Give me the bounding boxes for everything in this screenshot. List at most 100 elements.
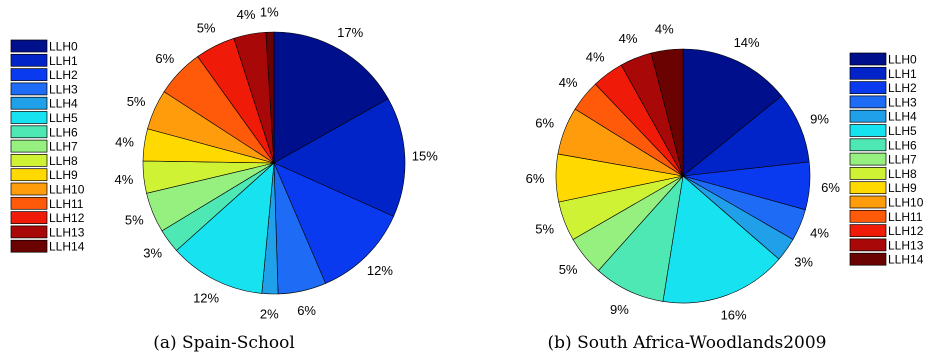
pie-slice-llh1 [273, 98, 406, 217]
legend-swatch-llh8 [849, 167, 887, 180]
legend-label-llh11: LLH11 [888, 210, 923, 224]
legend-swatch-llh8 [10, 154, 48, 167]
legend-label-llh4: LLH4 [888, 110, 917, 124]
legend-b: LLH0LLH1LLH2LLH3LLH4LLH5LLH6LLH7LLH8LLH9… [849, 52, 924, 267]
legend-swatch-llh14 [849, 252, 887, 266]
slice-label-llh2: 6% [821, 180, 840, 195]
legend-swatch-llh3 [849, 95, 887, 109]
pie-slice-llh14 [265, 31, 275, 164]
slice-label-llh3: 6% [297, 303, 316, 318]
pie-slice-llh5 [662, 175, 780, 304]
legend-swatch-llh2 [849, 81, 887, 94]
legend-swatch-llh3 [10, 82, 48, 96]
pie-chart-b: 14% 9% 6% 4% 3% 16% 9% 5% 5% 6% 6% 4% 4% 4% 4% [526, 22, 841, 323]
legend-swatch-llh0 [10, 39, 48, 53]
legend-swatch-llh14 [10, 239, 48, 253]
slice-label-llh3: 4% [810, 226, 829, 241]
legend-swatch-llh1 [10, 53, 48, 67]
legend-label-llh1: LLH1 [49, 54, 78, 68]
legend-swatch-llh5 [849, 124, 887, 137]
slice-label-llh2: 12% [367, 263, 393, 278]
legend-label-llh2: LLH2 [888, 81, 917, 95]
pie-slice-llh0 [682, 48, 782, 177]
legend-label-llh6: LLH6 [49, 125, 78, 139]
pie-slice-llh5 [176, 162, 275, 294]
legend-swatch-llh13 [10, 225, 48, 239]
pie-chart-a: 17% 15% 12% 6% 2% 12% 3% 5% 4% 4% 5% 6% 5% 4% 1% [115, 5, 439, 322]
legend-label-llh4: LLH4 [49, 97, 78, 111]
legend-label-llh1: LLH1 [888, 67, 917, 81]
legend-swatch-llh10 [849, 195, 887, 209]
legend-label-llh9: LLH9 [888, 181, 917, 195]
slice-label-llh6: 9% [610, 302, 629, 317]
legend-label-llh3: LLH3 [888, 95, 917, 109]
legend-swatch-llh12 [849, 224, 887, 237]
legend-label-llh5: LLH5 [888, 124, 917, 138]
legend-label-llh10: LLH10 [888, 196, 924, 210]
legend-label-llh9: LLH9 [49, 168, 78, 182]
pie-slice-llh2 [273, 162, 395, 284]
slice-label-llh12: 5% [197, 21, 216, 36]
legend-swatch-llh11 [10, 196, 48, 210]
legend-a: LLH0LLH1LLH2LLH3LLH4LLH5LLH6LLH7LLH8LLH9… [10, 39, 85, 254]
slice-label-llh13: 4% [237, 7, 256, 22]
panel-south-africa-woodlands: 14%9%6%4%3%16%9%5%5%6%6%4%4%4%4% LLH0LLH… [526, 22, 924, 353]
legend-label-llh8: LLH8 [888, 167, 917, 181]
legend-swatch-llh0 [849, 52, 887, 66]
legend-swatch-llh7 [849, 152, 887, 166]
slice-label-llh7: 5% [125, 213, 144, 228]
legend-swatch-llh9 [10, 168, 48, 182]
legend-label-llh12: LLH12 [888, 224, 924, 238]
legend-swatch-llh7 [10, 139, 48, 153]
legend-label-llh13: LLH13 [49, 225, 85, 239]
legend-swatch-llh1 [849, 66, 887, 80]
legend-label-llh7: LLH7 [49, 140, 78, 154]
legend-label-llh3: LLH3 [49, 82, 78, 96]
legend-label-llh10: LLH10 [49, 183, 85, 197]
legend-swatch-llh6 [849, 138, 887, 152]
legend-label-llh11: LLH11 [49, 197, 84, 211]
slice-label-llh4: 2% [260, 306, 279, 321]
legend-swatch-llh4 [849, 109, 887, 123]
legend-label-llh7: LLH7 [888, 153, 917, 167]
legend-swatch-llh6 [10, 125, 48, 139]
legend-label-llh14: LLH14 [49, 240, 85, 254]
caption-a: (a) Spain-School [153, 333, 295, 353]
legend-label-llh12: LLH12 [49, 211, 85, 225]
slice-label-llh10: 6% [535, 116, 554, 131]
pie-slice-llh14 [650, 48, 684, 177]
slice-label-llh8: 4% [115, 172, 134, 187]
slice-label-llh7: 5% [559, 262, 578, 277]
legend-swatch-llh2 [10, 68, 48, 81]
slice-label-llh6: 3% [143, 245, 162, 260]
legend-label-llh0: LLH0 [49, 40, 78, 54]
slice-label-llh12: 4% [586, 49, 605, 64]
legend-swatch-llh12 [10, 211, 48, 224]
slice-label-llh0: 17% [337, 25, 363, 40]
legend-swatch-llh9 [849, 181, 887, 195]
slice-label-llh5: 16% [721, 308, 747, 323]
legend-label-llh5: LLH5 [49, 111, 78, 125]
slice-label-llh11: 6% [155, 51, 174, 66]
slice-label-llh1: 15% [412, 149, 438, 164]
legend-label-llh6: LLH6 [888, 138, 917, 152]
legend-label-llh8: LLH8 [49, 154, 78, 168]
legend-label-llh14: LLH14 [888, 253, 924, 267]
legend-swatch-llh11 [849, 209, 887, 223]
legend-label-llh13: LLH13 [888, 238, 924, 252]
slice-label-llh11: 4% [559, 75, 578, 90]
slice-label-llh14: 4% [655, 22, 674, 37]
legend-label-llh0: LLH0 [888, 53, 917, 67]
slice-label-llh8: 5% [535, 221, 554, 236]
slice-label-llh10: 5% [127, 94, 146, 109]
slice-label-llh13: 4% [619, 31, 638, 46]
slice-label-llh1: 9% [810, 111, 829, 126]
pie-slice-llh0 [273, 31, 389, 164]
slice-label-llh4: 3% [794, 254, 813, 269]
legend-swatch-llh4 [10, 96, 48, 110]
caption-b: (b) South Africa-Woodlands2009 [548, 333, 827, 353]
legend-label-llh2: LLH2 [49, 68, 78, 82]
slice-label-llh9: 6% [526, 171, 545, 186]
slice-label-llh9: 4% [115, 134, 134, 149]
